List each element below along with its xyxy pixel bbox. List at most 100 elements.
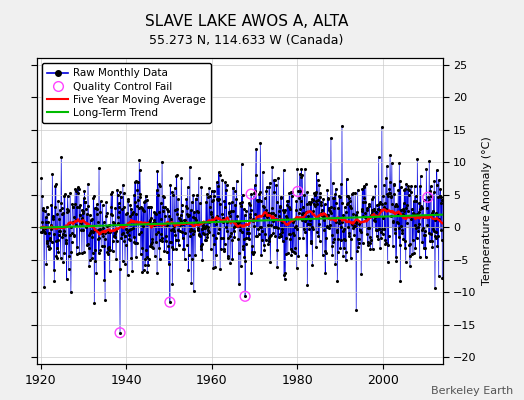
Point <box>411 245 420 251</box>
Point <box>144 261 152 268</box>
Point <box>397 184 405 190</box>
Point <box>397 207 406 213</box>
Point <box>171 232 179 238</box>
Point <box>434 272 443 279</box>
Point <box>74 189 82 196</box>
Point <box>333 236 342 242</box>
Point <box>181 220 190 226</box>
Point <box>300 192 309 198</box>
Point <box>102 210 111 216</box>
Point <box>375 154 383 160</box>
Point <box>132 254 140 260</box>
Point <box>398 230 407 236</box>
Point <box>202 223 211 230</box>
Point <box>347 255 355 262</box>
Point <box>188 198 196 205</box>
Point <box>211 221 220 227</box>
Point <box>236 226 245 233</box>
Point <box>165 243 173 249</box>
Point <box>114 220 123 226</box>
Point <box>417 204 425 210</box>
Point <box>292 265 301 271</box>
Point <box>309 208 317 214</box>
Point <box>195 200 204 206</box>
Point <box>193 192 201 199</box>
Point <box>343 201 352 207</box>
Point <box>400 187 409 194</box>
Point <box>285 190 293 196</box>
Point <box>107 212 116 219</box>
Point <box>141 262 149 268</box>
Point <box>146 242 155 249</box>
Point <box>305 220 314 227</box>
Point <box>247 191 255 197</box>
Point <box>276 204 284 210</box>
Point <box>321 248 329 254</box>
Point <box>344 224 352 230</box>
Point <box>239 246 247 252</box>
Point <box>200 224 209 231</box>
Point <box>412 198 420 204</box>
Point <box>426 188 434 194</box>
Point <box>133 202 141 209</box>
Point <box>74 186 83 192</box>
Point <box>383 190 391 197</box>
Point <box>134 230 143 237</box>
Point <box>392 219 401 226</box>
Point <box>140 199 148 205</box>
Point <box>190 228 199 234</box>
Point <box>111 204 119 211</box>
Point <box>165 261 173 268</box>
Point <box>324 195 333 202</box>
Point <box>356 227 365 234</box>
Point <box>198 241 206 248</box>
Point <box>106 210 115 217</box>
Point <box>341 236 350 243</box>
Point <box>69 204 77 211</box>
Point <box>148 236 157 243</box>
Point <box>70 232 78 238</box>
Point <box>294 235 303 241</box>
Point <box>346 198 354 204</box>
Point <box>203 194 212 200</box>
Point <box>392 258 401 264</box>
Point <box>162 249 171 255</box>
Point <box>426 238 434 245</box>
Point <box>357 208 366 214</box>
Point <box>433 233 442 240</box>
Point <box>312 244 320 250</box>
Point <box>348 225 357 231</box>
Point <box>213 196 222 202</box>
Point <box>405 242 413 248</box>
Point <box>192 220 201 226</box>
Point <box>187 207 195 213</box>
Point <box>136 167 144 173</box>
Point <box>62 240 70 246</box>
Point <box>306 201 314 207</box>
Point <box>283 198 292 204</box>
Point <box>159 204 167 210</box>
Point <box>126 202 135 208</box>
Point <box>309 197 318 204</box>
Point <box>333 278 342 284</box>
Point <box>152 187 161 193</box>
Point <box>200 230 208 237</box>
Point <box>366 240 374 247</box>
Point <box>66 231 74 238</box>
Point <box>349 211 357 217</box>
Point <box>431 234 440 241</box>
Point <box>226 232 235 239</box>
Point <box>92 205 100 212</box>
Point <box>420 228 429 234</box>
Point <box>129 225 137 231</box>
Point <box>64 266 73 272</box>
Point <box>193 208 202 214</box>
Point <box>161 238 170 244</box>
Point <box>101 230 110 236</box>
Point <box>267 222 276 228</box>
Point <box>94 250 103 257</box>
Point <box>311 191 320 197</box>
Point <box>159 192 168 199</box>
Point <box>67 249 75 256</box>
Point <box>182 203 190 209</box>
